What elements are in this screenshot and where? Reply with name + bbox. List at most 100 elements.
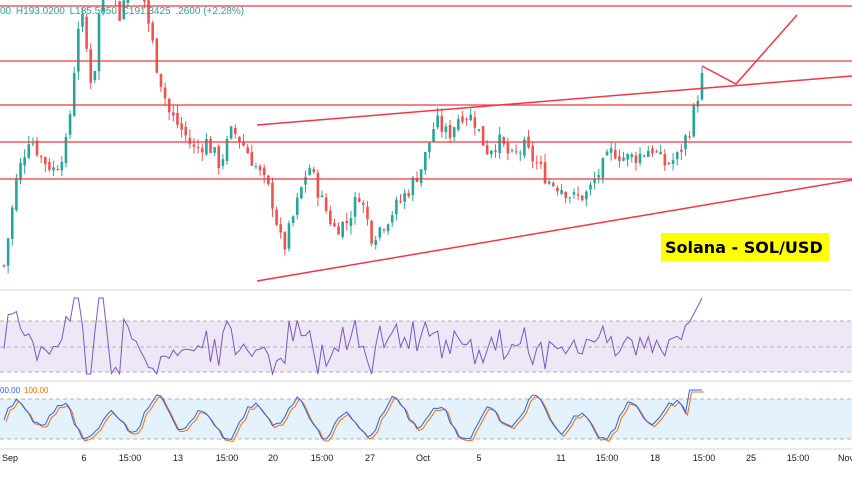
x-tick-label: 18 xyxy=(650,453,660,463)
candle-body xyxy=(349,218,353,226)
candle-body xyxy=(642,155,646,157)
candle-body xyxy=(304,177,307,185)
candle-body xyxy=(477,129,481,131)
ohlc-prefix: 00 xyxy=(0,6,12,17)
candle-body xyxy=(316,172,320,198)
candle-body xyxy=(485,145,489,155)
candle-body xyxy=(143,0,146,2)
candle-body xyxy=(337,226,340,235)
candle-body xyxy=(118,1,121,21)
candle-body xyxy=(196,147,200,149)
ohlc-change: .2600 (+2.28%) xyxy=(175,6,245,17)
ohlc-high: H193.0200 xyxy=(15,6,65,17)
candle-body xyxy=(580,195,584,201)
candle-body xyxy=(428,142,431,152)
candle-body xyxy=(209,138,212,153)
candle-body xyxy=(667,163,671,165)
candle-body xyxy=(378,227,382,238)
candle-body xyxy=(490,150,493,155)
candle-body xyxy=(147,0,150,24)
candle-body xyxy=(514,151,518,153)
candle-body xyxy=(10,207,14,239)
candle-body xyxy=(238,136,241,143)
candle-body xyxy=(324,197,328,211)
candle-body xyxy=(300,187,303,199)
candle-body xyxy=(634,155,638,163)
x-tick-label: 5 xyxy=(476,453,481,463)
candle-body xyxy=(547,181,551,184)
candle-body xyxy=(89,49,93,83)
x-tick-label: 15:00 xyxy=(119,453,142,463)
candle-body xyxy=(192,144,196,147)
candle-body xyxy=(531,145,534,162)
candle-body xyxy=(700,73,704,100)
candle-body xyxy=(419,169,423,184)
candle-body xyxy=(688,136,691,138)
candle-body xyxy=(52,167,55,171)
candle-body xyxy=(35,140,39,156)
stoch-k-value: 00.00 xyxy=(0,386,21,395)
candle-body xyxy=(589,184,592,190)
candle-body xyxy=(609,148,613,153)
candle-body xyxy=(200,148,204,153)
candle-body xyxy=(465,119,468,121)
x-tick-label: 13 xyxy=(173,453,183,463)
ohlc-header: 00 H193.0200 L185.5050 C191.3425 .2600 (… xyxy=(0,6,246,17)
candle-body xyxy=(655,151,658,153)
candle-body xyxy=(176,112,179,125)
candle-body xyxy=(312,169,316,172)
candle-body xyxy=(469,114,473,121)
candle-body xyxy=(287,223,291,249)
candle-body xyxy=(386,224,390,232)
x-tick-label: 15:00 xyxy=(787,453,810,463)
candle-body xyxy=(370,220,373,244)
candle-body xyxy=(122,0,126,19)
candle-body xyxy=(56,168,59,170)
candle-body xyxy=(159,73,163,87)
x-tick-label: 11 xyxy=(556,453,565,463)
candle-body xyxy=(423,152,427,171)
candle-body xyxy=(403,193,406,202)
candle-body xyxy=(618,156,621,161)
candle-body xyxy=(205,139,208,155)
rsi-band xyxy=(0,321,852,372)
candle-body xyxy=(692,105,696,137)
candle-body xyxy=(638,153,642,163)
candle-body xyxy=(552,183,555,186)
candle-body xyxy=(444,126,448,133)
candle-body xyxy=(81,14,84,27)
candle-body xyxy=(432,129,435,142)
candle-body xyxy=(6,238,10,266)
candle-body xyxy=(564,191,568,199)
candle-body xyxy=(320,195,324,198)
candle-body xyxy=(395,199,398,215)
candle-body xyxy=(184,126,188,136)
candle-body xyxy=(448,124,452,138)
candle-body xyxy=(258,166,262,171)
candle-body xyxy=(2,265,6,267)
candle-body xyxy=(15,178,18,211)
forecast-path xyxy=(701,14,798,85)
candle-body xyxy=(328,210,332,225)
candle-body xyxy=(696,100,700,107)
x-tick-label: 15:00 xyxy=(693,453,716,463)
candle-body xyxy=(601,158,605,179)
candle-body xyxy=(64,136,68,164)
candle-body xyxy=(506,142,510,154)
candle-body xyxy=(254,166,258,168)
candle-body xyxy=(60,161,64,171)
candle-body xyxy=(242,141,245,146)
candle-body xyxy=(452,127,456,138)
x-tick-label: Oct xyxy=(416,453,431,463)
candle-body xyxy=(233,127,237,134)
candle-body xyxy=(229,126,233,139)
candle-body xyxy=(539,161,543,164)
candle-body xyxy=(341,221,344,237)
candle-body xyxy=(556,187,559,192)
candle-body xyxy=(262,167,266,176)
candle-body xyxy=(353,197,357,217)
candle-body xyxy=(267,175,270,185)
channel-upper-line xyxy=(256,75,852,126)
candle-body xyxy=(647,150,650,157)
